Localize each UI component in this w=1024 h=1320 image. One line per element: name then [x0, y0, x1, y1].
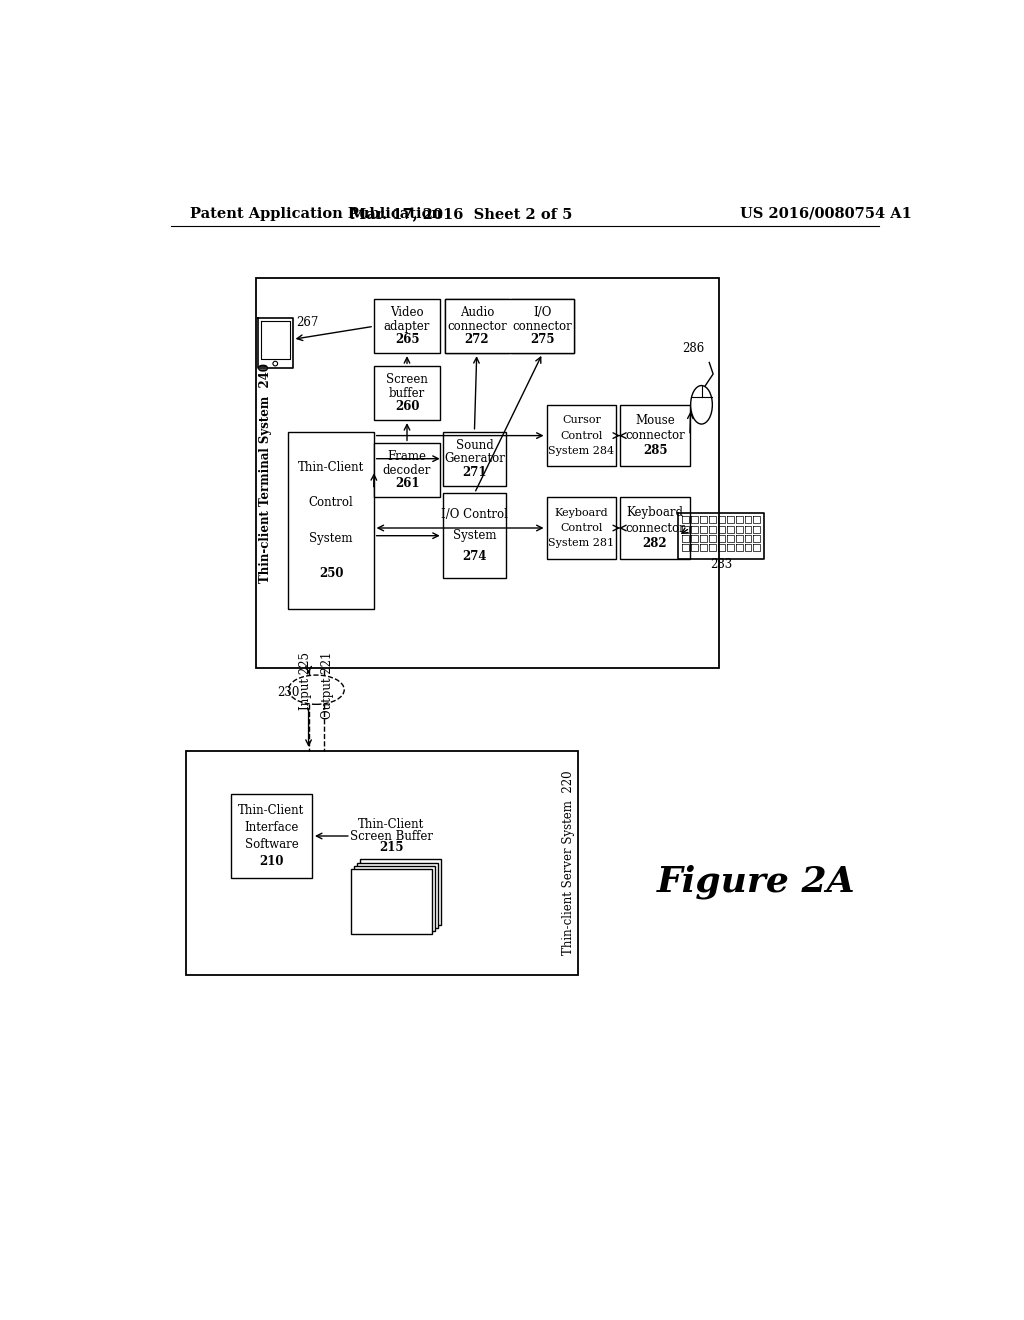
Text: 282: 282: [643, 537, 668, 550]
Text: Generator: Generator: [444, 453, 505, 465]
Text: Video: Video: [390, 306, 424, 319]
Text: 265: 265: [394, 333, 419, 346]
Text: 267: 267: [297, 315, 318, 329]
Bar: [351, 869, 432, 935]
Text: Input 225: Input 225: [299, 652, 312, 710]
Text: Thin-Client: Thin-Client: [239, 804, 304, 817]
Text: Control: Control: [308, 496, 353, 510]
Text: Thin-client Terminal System  240: Thin-client Terminal System 240: [259, 363, 271, 583]
Text: System 284: System 284: [548, 446, 614, 455]
Bar: [374, 300, 440, 354]
Text: 274: 274: [462, 550, 486, 564]
Text: 250: 250: [318, 566, 343, 579]
Text: I/O Control: I/O Control: [441, 508, 508, 521]
Text: Output 221: Output 221: [321, 652, 334, 719]
Ellipse shape: [289, 675, 344, 705]
Bar: [354, 866, 435, 931]
Text: System: System: [453, 529, 497, 543]
Text: connector: connector: [446, 319, 507, 333]
Text: 210: 210: [259, 855, 284, 869]
Bar: [360, 859, 441, 925]
Circle shape: [273, 362, 278, 366]
Text: US 2016/0080754 A1: US 2016/0080754 A1: [740, 207, 912, 220]
Text: Keyboard: Keyboard: [627, 506, 683, 519]
Text: Thin-Client: Thin-Client: [298, 461, 365, 474]
Text: Cursor: Cursor: [562, 416, 601, 425]
Text: Screen: Screen: [386, 374, 428, 387]
Bar: [511, 300, 574, 354]
Text: adapter: adapter: [384, 319, 430, 333]
Text: connector: connector: [625, 429, 685, 442]
Bar: [374, 444, 440, 498]
Bar: [289, 432, 374, 609]
Bar: [442, 432, 506, 486]
Text: connector: connector: [513, 319, 572, 333]
Text: 260: 260: [394, 400, 419, 413]
Text: Mouse: Mouse: [635, 413, 675, 426]
Bar: [230, 793, 312, 878]
Text: I/O: I/O: [534, 306, 552, 319]
Text: 215: 215: [379, 841, 403, 854]
Text: Sound: Sound: [456, 438, 494, 451]
Text: Control: Control: [560, 523, 602, 533]
Text: 261: 261: [394, 478, 419, 490]
Bar: [621, 405, 690, 466]
Text: 285: 285: [643, 445, 668, 458]
Text: buffer: buffer: [389, 387, 425, 400]
Bar: [256, 277, 719, 668]
Text: Interface: Interface: [244, 821, 299, 834]
Text: decoder: decoder: [383, 463, 431, 477]
Bar: [547, 405, 616, 466]
Text: 283: 283: [710, 558, 732, 572]
Text: System 281: System 281: [548, 539, 614, 548]
Bar: [445, 300, 509, 354]
Text: Thin-client Server System  220: Thin-client Server System 220: [562, 771, 574, 956]
Text: Screen Buffer: Screen Buffer: [350, 829, 433, 842]
Text: Keyboard: Keyboard: [555, 508, 608, 517]
Bar: [621, 498, 690, 558]
Bar: [547, 498, 616, 558]
Text: 275: 275: [530, 333, 555, 346]
Text: Thin-Client: Thin-Client: [358, 818, 425, 832]
Text: 271: 271: [462, 466, 486, 479]
Bar: [442, 494, 506, 578]
Text: connector: connector: [625, 521, 685, 535]
Text: 286: 286: [683, 342, 705, 355]
Text: System: System: [309, 532, 353, 545]
Text: Patent Application Publication: Patent Application Publication: [190, 207, 442, 220]
Text: Mar. 17, 2016  Sheet 2 of 5: Mar. 17, 2016 Sheet 2 of 5: [350, 207, 572, 220]
Text: Control: Control: [560, 430, 602, 441]
Bar: [374, 367, 440, 420]
Bar: [445, 300, 574, 354]
Ellipse shape: [690, 385, 713, 424]
Text: Audio: Audio: [460, 306, 494, 319]
Text: Figure 2A: Figure 2A: [656, 865, 855, 899]
Text: Frame: Frame: [387, 450, 427, 463]
Bar: [357, 862, 438, 928]
Text: 230: 230: [278, 686, 300, 698]
Text: 272: 272: [465, 333, 489, 346]
Bar: [186, 751, 578, 974]
Text: Software: Software: [245, 838, 298, 851]
